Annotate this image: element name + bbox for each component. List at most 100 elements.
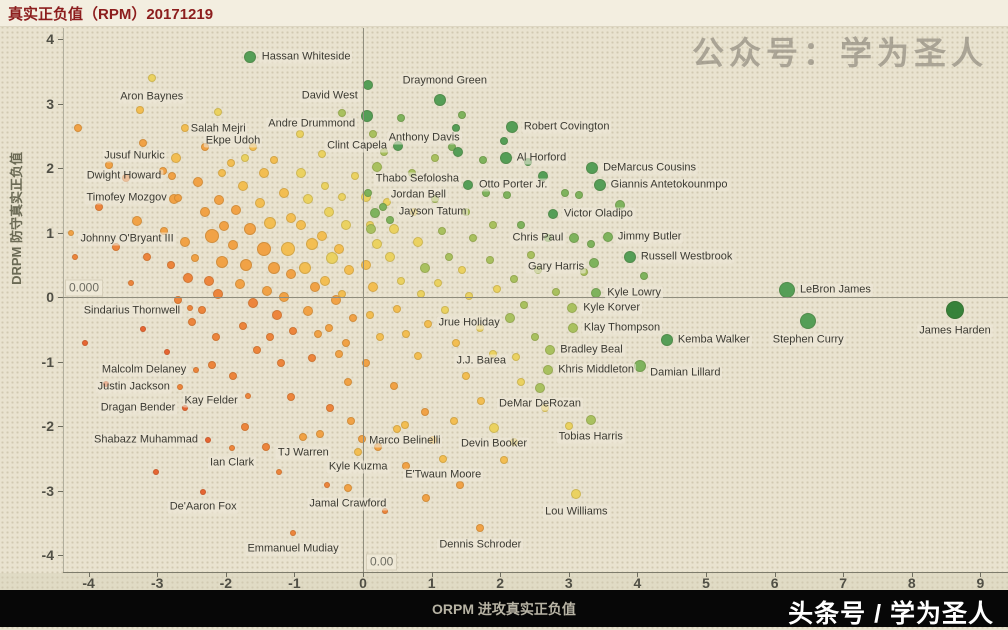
data-point[interactable] (468, 233, 477, 242)
data-point[interactable] (140, 326, 147, 333)
data-point[interactable] (204, 437, 211, 444)
data-point[interactable] (338, 193, 347, 202)
data-point[interactable] (264, 216, 277, 229)
data-point[interactable] (569, 233, 580, 244)
data-point[interactable] (316, 230, 327, 241)
data-point[interactable] (326, 403, 335, 412)
data-point[interactable] (307, 354, 316, 363)
data-point[interactable] (179, 237, 190, 248)
data-point[interactable] (370, 208, 381, 219)
data-point[interactable] (200, 206, 211, 217)
data-point[interactable] (213, 195, 224, 206)
data-point[interactable] (361, 109, 374, 122)
data-point[interactable] (241, 423, 249, 432)
data-point[interactable] (290, 530, 297, 537)
data-point[interactable] (461, 371, 470, 380)
data-point[interactable] (571, 488, 582, 499)
data-point[interactable] (393, 425, 402, 434)
data-point[interactable] (326, 252, 339, 265)
data-point[interactable] (499, 151, 512, 164)
data-point[interactable] (166, 260, 175, 269)
data-point[interactable] (285, 269, 296, 280)
data-point[interactable] (231, 204, 242, 215)
data-point[interactable] (338, 289, 347, 298)
data-point[interactable] (334, 349, 343, 358)
data-point[interactable] (252, 345, 261, 354)
data-point[interactable] (548, 208, 559, 219)
data-point[interactable] (94, 202, 103, 211)
data-point[interactable] (193, 177, 204, 188)
data-point[interactable] (575, 191, 584, 200)
data-point[interactable] (381, 508, 388, 515)
data-point[interactable] (378, 202, 387, 211)
data-point[interactable] (286, 392, 295, 401)
data-point[interactable] (433, 94, 446, 107)
data-point[interactable] (482, 188, 491, 197)
data-point[interactable] (376, 332, 385, 341)
data-point[interactable] (586, 240, 595, 249)
data-point[interactable] (434, 278, 443, 287)
data-point[interactable] (660, 334, 673, 347)
data-point[interactable] (255, 198, 266, 209)
data-point[interactable] (205, 228, 220, 243)
data-point[interactable] (448, 143, 457, 152)
data-point[interactable] (348, 313, 357, 322)
data-point[interactable] (505, 120, 518, 133)
data-point[interactable] (361, 259, 372, 270)
data-point[interactable] (396, 113, 405, 122)
data-point[interactable] (357, 434, 366, 443)
data-point[interactable] (227, 158, 236, 167)
data-point[interactable] (197, 305, 206, 314)
data-point[interactable] (183, 272, 194, 283)
data-point[interactable] (164, 348, 171, 355)
data-point[interactable] (504, 313, 515, 324)
data-point[interactable] (320, 275, 331, 286)
data-point[interactable] (238, 322, 247, 331)
data-point[interactable] (585, 415, 596, 426)
data-point[interactable] (520, 300, 529, 309)
data-point[interactable] (131, 215, 142, 226)
data-point[interactable] (214, 107, 223, 116)
data-point[interactable] (261, 285, 272, 296)
data-point[interactable] (368, 282, 379, 293)
data-point[interactable] (439, 454, 448, 463)
data-point[interactable] (441, 305, 450, 314)
data-point[interactable] (303, 193, 314, 204)
data-point[interactable] (388, 224, 399, 235)
data-point[interactable] (343, 378, 352, 387)
data-point[interactable] (168, 171, 177, 180)
data-point[interactable] (422, 494, 431, 503)
data-point[interactable] (444, 253, 453, 261)
data-point[interactable] (321, 182, 330, 191)
data-point[interactable] (458, 265, 467, 274)
data-point[interactable] (139, 139, 148, 148)
data-point[interactable] (366, 224, 377, 235)
data-point[interactable] (593, 178, 606, 191)
data-point[interactable] (258, 168, 269, 179)
data-point[interactable] (295, 130, 304, 139)
data-point[interactable] (800, 312, 817, 329)
data-point[interactable] (543, 364, 554, 375)
data-point[interactable] (241, 153, 249, 162)
data-point[interactable] (552, 287, 561, 296)
data-point[interactable] (476, 397, 485, 406)
data-point[interactable] (392, 141, 403, 152)
data-point[interactable] (74, 124, 83, 132)
data-point[interactable] (503, 191, 512, 200)
data-point[interactable] (401, 461, 410, 470)
data-point[interactable] (187, 317, 196, 326)
data-point[interactable] (371, 239, 382, 250)
data-point[interactable] (160, 227, 169, 236)
data-point[interactable] (203, 275, 214, 286)
data-point[interactable] (530, 332, 539, 341)
data-point[interactable] (68, 229, 75, 236)
data-point[interactable] (545, 344, 556, 355)
data-point[interactable] (256, 241, 271, 256)
data-point[interactable] (340, 219, 351, 230)
data-point[interactable] (449, 416, 458, 425)
data-point[interactable] (369, 130, 378, 139)
data-point[interactable] (634, 360, 647, 372)
data-point[interactable] (946, 300, 965, 319)
data-point[interactable] (623, 251, 636, 263)
data-point[interactable] (170, 152, 181, 163)
